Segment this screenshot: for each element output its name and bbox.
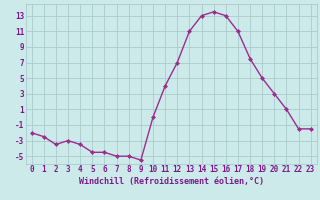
X-axis label: Windchill (Refroidissement éolien,°C): Windchill (Refroidissement éolien,°C)	[79, 177, 264, 186]
